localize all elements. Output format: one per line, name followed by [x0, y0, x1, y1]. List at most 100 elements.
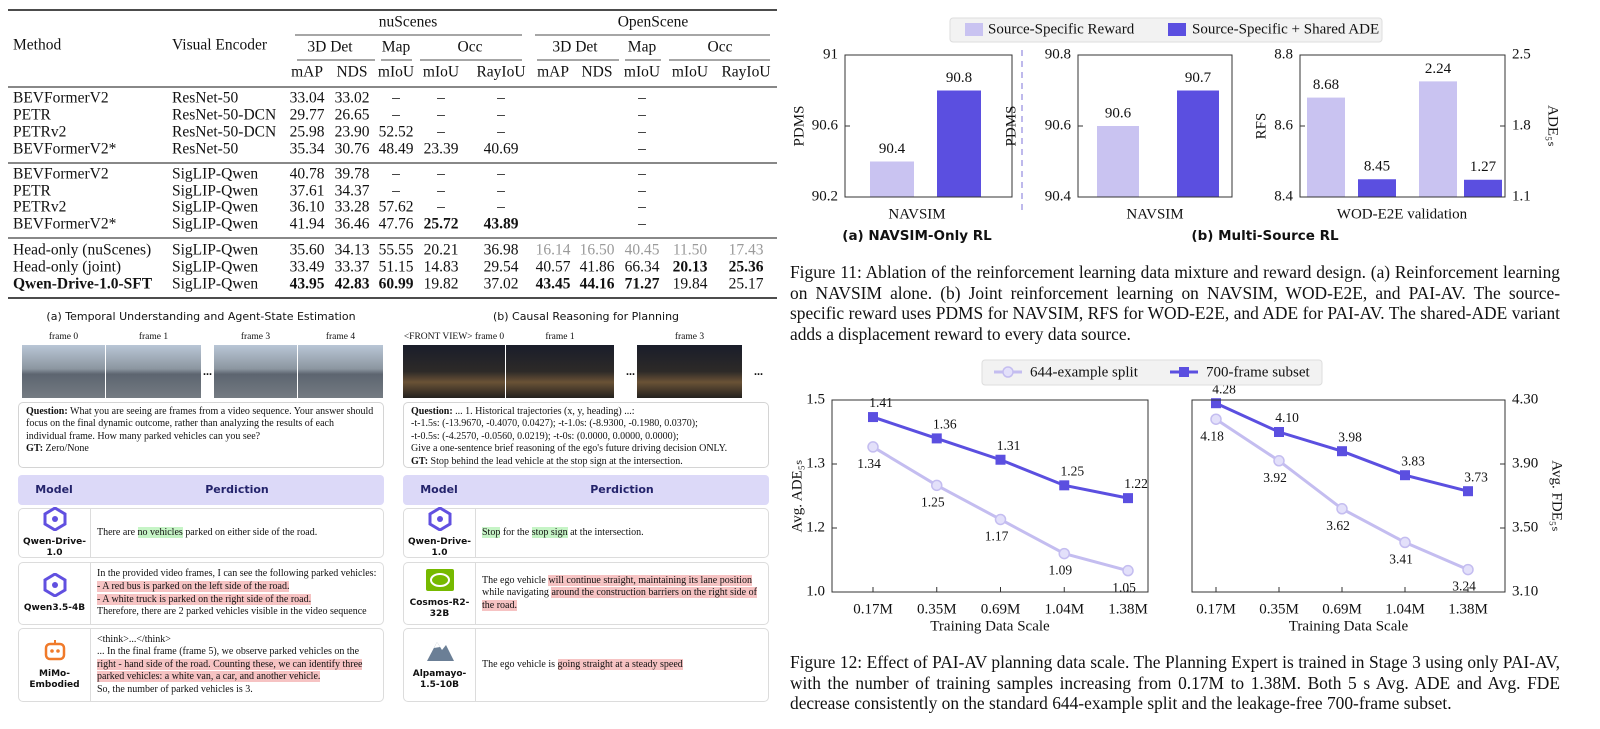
table-cell: –: [436, 183, 445, 200]
y-tick-label: 1.3: [806, 455, 825, 471]
y-tick-label: 1.2: [806, 519, 825, 535]
task-header: 3D Det: [552, 39, 598, 56]
x-tick-label: 0.35M: [917, 601, 957, 617]
y-tick-label: 90.8: [1045, 46, 1071, 62]
y-tick-label: 1.0: [806, 583, 825, 599]
prediction-segment: going straight at a steady speed: [557, 658, 683, 670]
table-cell: SigLIP-Qwen: [172, 276, 258, 293]
table-cell: 33.04: [290, 90, 325, 107]
table-cell: 19.84: [673, 276, 708, 293]
table-cell: 23.39: [424, 141, 459, 158]
table-cell: BEVFormerV2*: [13, 141, 117, 158]
table-cell: 36.10: [290, 199, 325, 216]
table-cell: 43.89: [484, 216, 519, 233]
marker: [994, 513, 1007, 526]
data-label: 4.18: [1200, 428, 1224, 443]
marker: [931, 433, 942, 444]
table-cell: –: [637, 183, 646, 200]
y-tick-label: 2.5: [1512, 46, 1531, 62]
metric-header: mAP: [291, 64, 323, 81]
frame-image: [506, 345, 614, 398]
legend-swatch: [1168, 23, 1186, 36]
y-tick-label: 8.6: [1274, 117, 1293, 133]
metric-header: mIoU: [378, 64, 414, 81]
data-label: 4.10: [1275, 410, 1299, 425]
prediction-segment: <think>...</think> ... In the final fram…: [97, 633, 360, 658]
table-cell: 40.57: [536, 259, 571, 276]
axis-title: Avg. ADE₅ₛ: [789, 459, 805, 532]
table-cell: SigLIP-Qwen: [172, 259, 258, 276]
model-name: Cosmos-R2-32B: [409, 597, 470, 619]
panel-title: (a) Temporal Understanding and Agent-Sta…: [46, 310, 356, 323]
data-label: 1.09: [1048, 563, 1072, 578]
metric-header: RayIoU: [476, 64, 525, 81]
y-tick-label: 4.30: [1512, 391, 1538, 407]
table-cell: ResNet-50-DCN: [172, 124, 276, 141]
table-cell: –: [496, 166, 505, 183]
table-cell: –: [637, 216, 646, 233]
question-box: Question: What you are seeing are frames…: [18, 402, 384, 468]
data-label: 3.24: [1452, 579, 1476, 594]
y-tick-label: 1.1: [1512, 188, 1531, 204]
table-cell: 36.98: [484, 242, 519, 259]
prediction-segment: So, the number of parked vehicles is 3.: [97, 683, 253, 695]
metric-header: NDS: [581, 64, 612, 81]
model-icon: [425, 568, 455, 596]
x-tick-label: 0.17M: [853, 601, 893, 617]
prediction-segment: stop sign: [531, 526, 568, 538]
y-tick-label: 90.4: [1045, 188, 1072, 204]
gt-text: Stop behind the lead vehicle at the stop…: [430, 455, 683, 467]
table-cell: SigLIP-Qwen: [172, 216, 258, 233]
plot-frame: [831, 399, 1149, 593]
table-cell: ResNet-50-DCN: [172, 107, 276, 124]
dataset-header: OpenScene: [618, 14, 689, 31]
x-tick-label: 1.38M: [1108, 601, 1148, 617]
table-cell: 17.43: [729, 242, 764, 259]
table-cell: 20.13: [673, 259, 708, 276]
table-cell: 41.86: [580, 259, 615, 276]
table-cell: 26.65: [335, 107, 370, 124]
metric-header: mAP: [537, 64, 569, 81]
prediction-segment: for the: [500, 526, 532, 538]
frame-label: frame 1: [545, 332, 575, 342]
gt-label: GT:: [411, 455, 429, 467]
task-header: Map: [382, 39, 411, 56]
table-cell: BEVFormerV2: [13, 166, 109, 183]
marker: [1122, 564, 1134, 577]
prediction-segment: parked on either side of the road.: [182, 526, 318, 538]
prediction-cell: The ego vehicle will continue straight, …: [476, 563, 768, 624]
marker: [995, 454, 1006, 465]
legend-label: Source-Specific + Shared ADE: [1192, 21, 1379, 37]
table-cell: 11.50: [673, 242, 708, 259]
metric-header: mIoU: [423, 64, 459, 81]
table-cell: –: [496, 124, 505, 141]
prediction-cell: Stop for the stop sign at the intersecti…: [476, 509, 768, 557]
y-tick-label: 91: [823, 46, 838, 62]
question-text: ... 1. Historical trajectories (x, y, he…: [411, 406, 728, 455]
table-cell: 40.69: [484, 141, 519, 158]
table-cell: 25.98: [290, 124, 325, 141]
y-tick-label: 1.5: [806, 391, 825, 407]
x-tick-label: NAVSIM: [1126, 206, 1183, 222]
dataset-header: nuScenes: [379, 14, 438, 31]
data-label: 3.62: [1326, 518, 1350, 533]
frame-label: frame 3: [240, 332, 271, 342]
table-cell: 60.99: [379, 276, 414, 293]
axis-title: RFS: [1253, 113, 1269, 140]
table-cell: 37.61: [290, 183, 325, 200]
table-cell: –: [637, 90, 646, 107]
metric-header: NDS: [336, 64, 367, 81]
axis-title: Avg. FDE₅ₛ: [1549, 460, 1565, 531]
table-cell: 44.16: [580, 276, 615, 293]
marker: [1337, 446, 1347, 457]
table-cell: Head-only (nuScenes): [13, 242, 151, 259]
prediction-row: Qwen-Drive-1.0 Stop for the stop sign at …: [403, 506, 769, 558]
y-tick-label: 3.90: [1512, 455, 1538, 471]
column-header: Method: [13, 37, 61, 54]
marker: [1399, 536, 1411, 549]
axis-title: PDMS: [1003, 106, 1019, 147]
prediction-header: Model Perdiction: [18, 475, 384, 505]
table-cell: 41.94: [290, 216, 325, 233]
